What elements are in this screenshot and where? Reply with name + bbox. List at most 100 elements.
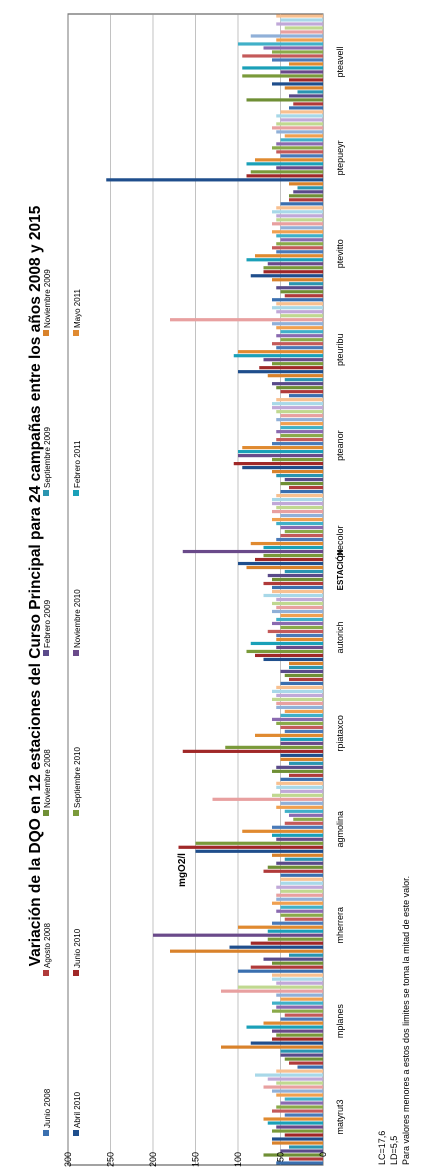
- bar: [276, 1161, 323, 1165]
- bar: [272, 509, 323, 514]
- bar: [272, 901, 323, 905]
- bar: [195, 849, 323, 853]
- bar: [272, 146, 323, 150]
- legend-swatch: [43, 970, 49, 976]
- bar: [276, 38, 323, 42]
- bar: [289, 485, 323, 490]
- bar: [280, 1053, 323, 1057]
- bar: [280, 513, 323, 518]
- bar: [289, 282, 323, 286]
- bar: [267, 573, 323, 578]
- bar: [297, 90, 323, 94]
- legend-swatch: [43, 330, 49, 336]
- bar: [238, 350, 323, 354]
- bar: [280, 905, 323, 909]
- x-tick-label: 200: [148, 1152, 158, 1167]
- bar: [250, 274, 323, 278]
- bar: [289, 94, 323, 98]
- bar: [284, 26, 323, 30]
- bar: [272, 589, 323, 594]
- bar: [276, 234, 323, 238]
- bar: [263, 869, 323, 873]
- legend-swatch: [43, 490, 49, 496]
- legend-swatch: [73, 810, 79, 816]
- bar: [272, 585, 323, 590]
- bar: [272, 1029, 323, 1033]
- legend-label: Febrero 2011: [73, 440, 82, 488]
- bar: [272, 609, 323, 614]
- bar: [276, 114, 323, 118]
- bar: [280, 725, 323, 729]
- bar: [284, 809, 323, 813]
- bar: [284, 729, 323, 733]
- x-tick-label: 150: [191, 1152, 201, 1167]
- bar: [267, 374, 323, 378]
- bar: [263, 1085, 323, 1089]
- bar: [289, 78, 323, 82]
- bar: [280, 881, 323, 885]
- category-label: pteuribu: [335, 333, 345, 366]
- bar: [255, 158, 323, 162]
- bar: [276, 286, 323, 290]
- bar: [280, 110, 323, 114]
- bar: [280, 481, 323, 486]
- bar: [238, 985, 323, 989]
- footnote-note: Para valores menores a estos dos limites…: [401, 876, 411, 1165]
- legend-swatch: [73, 330, 79, 336]
- bar: [250, 1041, 323, 1045]
- bar: [289, 394, 323, 398]
- bar: [276, 418, 323, 422]
- bar: [280, 533, 323, 538]
- bar: [276, 206, 323, 210]
- bar: [280, 753, 323, 757]
- bar-marks: [106, 14, 323, 1165]
- bar: [276, 781, 323, 785]
- bar: [280, 1017, 323, 1021]
- bar: [267, 865, 323, 869]
- bar: [276, 410, 323, 414]
- bar: [178, 845, 323, 849]
- bar: [272, 833, 323, 837]
- bar: [272, 210, 323, 214]
- bar: [284, 917, 323, 921]
- bar: [272, 689, 323, 694]
- legend-label: Junio 2008: [43, 1088, 52, 1128]
- bar: [272, 342, 323, 346]
- bar: [280, 70, 323, 74]
- bar: [276, 893, 323, 897]
- y-axis-label: ESTACIÓN: [336, 549, 345, 590]
- bar: [276, 130, 323, 134]
- category-label: pteavell: [335, 46, 345, 77]
- bar: [267, 1121, 323, 1125]
- bar: [280, 889, 323, 893]
- bar: [284, 86, 323, 90]
- bar: [276, 346, 323, 350]
- bar: [170, 318, 323, 322]
- legend-swatch: [43, 650, 49, 656]
- bar: [289, 182, 323, 186]
- bar: [280, 789, 323, 793]
- bar: [272, 322, 323, 326]
- bar: [284, 709, 323, 713]
- bar: [238, 370, 323, 374]
- bar: [276, 805, 323, 809]
- bar: [280, 757, 323, 761]
- bar: [276, 1005, 323, 1009]
- bar: [272, 1009, 323, 1013]
- bar: [255, 733, 323, 737]
- bar: [293, 817, 323, 821]
- bar: [280, 414, 323, 418]
- bar: [276, 1069, 323, 1073]
- bar: [246, 98, 323, 102]
- bar: [280, 681, 323, 686]
- bar: [272, 1141, 323, 1145]
- bar: [276, 242, 323, 246]
- bar: [284, 857, 323, 861]
- bar: [272, 306, 323, 310]
- bar: [289, 62, 323, 66]
- bar: [276, 22, 323, 26]
- bar: [280, 801, 323, 805]
- bar: [284, 1013, 323, 1017]
- bar: [276, 474, 323, 478]
